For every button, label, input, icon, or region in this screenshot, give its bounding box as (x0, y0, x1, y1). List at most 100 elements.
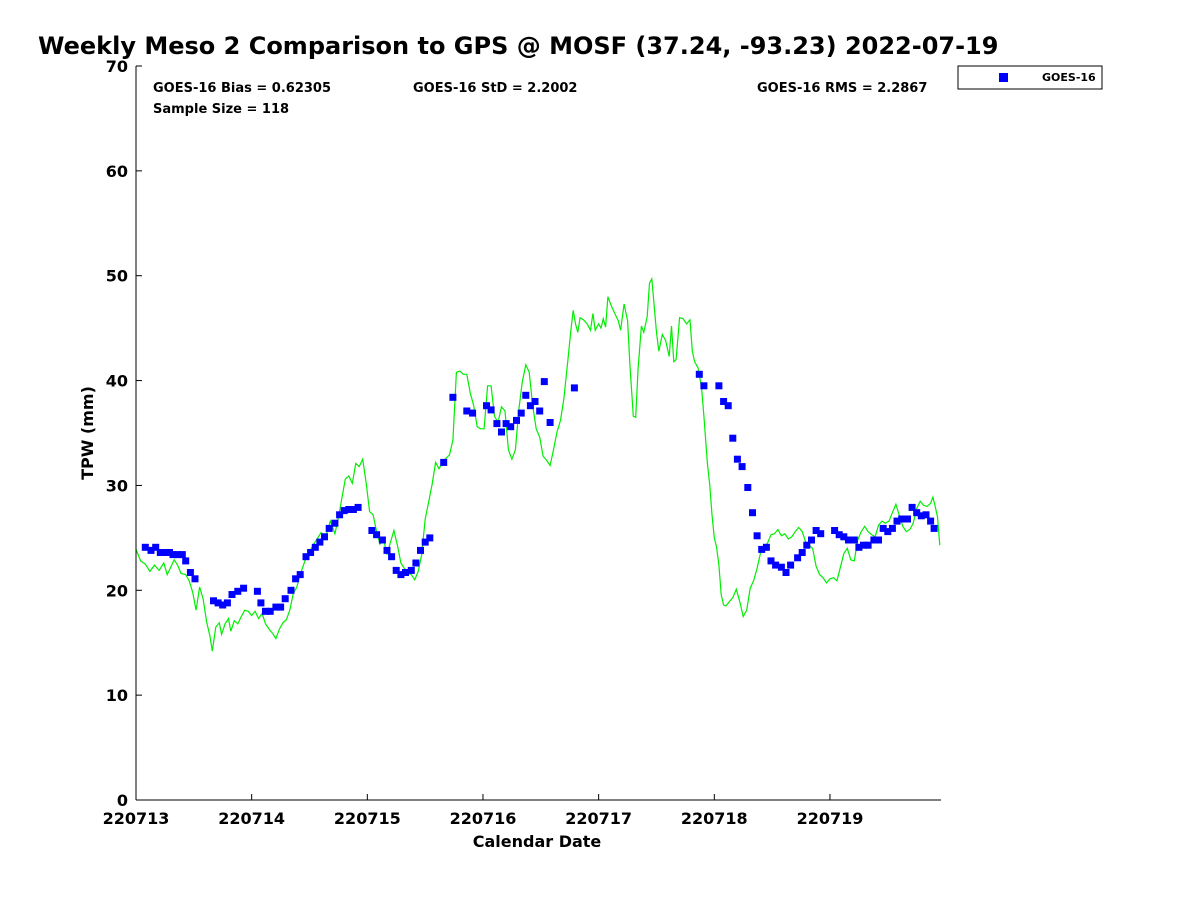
goes-16-point (922, 511, 930, 519)
goes-16-point (498, 428, 505, 436)
goes-16-point (214, 599, 222, 607)
goes-16-point (240, 584, 248, 592)
goes-16-point (141, 543, 149, 551)
goes-16-point (316, 538, 324, 546)
goes-16-point (311, 543, 319, 551)
goes-16-point (898, 515, 906, 523)
goes-16-point (223, 599, 231, 607)
goes-16-point (729, 434, 737, 442)
y-tick-label: 70 (106, 57, 128, 76)
goes-16-point (908, 503, 916, 511)
goes-16-point (720, 398, 728, 405)
goes-16-point (917, 512, 925, 520)
stat-sample-size: Sample Size = 118 (153, 102, 289, 117)
goes-16-point (540, 378, 548, 386)
goes-16-point (803, 541, 811, 549)
goes-16-point (531, 398, 539, 405)
goes-16-point (845, 536, 852, 544)
y-tick-label: 60 (106, 162, 128, 181)
goes-16-point (733, 455, 741, 463)
goes-16-point (772, 561, 780, 569)
goes-16-point (879, 524, 887, 532)
goes-16-point (483, 402, 490, 410)
x-axis-ticks: 220713 220714 220715 220716 220717 220718 2207… (103, 794, 863, 828)
goes-16-point (927, 517, 935, 525)
goes-16-point (378, 536, 386, 544)
goes-16-point (156, 549, 164, 556)
goes-16-point (469, 409, 477, 417)
goes-16-point (855, 543, 863, 551)
goes-16-point (349, 506, 357, 513)
x-tick-label: 220717 (565, 809, 632, 828)
goes-16-point (266, 607, 274, 615)
goes-16-point (493, 420, 501, 428)
goes-16-point (840, 533, 848, 541)
goes-16-point (738, 463, 746, 471)
goes-16-point (257, 599, 265, 607)
stat-rms: GOES-16 RMS = 2.2867 (757, 81, 927, 96)
goes-16-point (695, 370, 703, 378)
goes-16-point (191, 575, 199, 583)
x-tick-label: 220715 (334, 809, 401, 828)
gps-line (135, 276, 941, 652)
goes-16-point (798, 549, 806, 556)
goes-16-point (546, 419, 554, 426)
goes-16-point (700, 382, 708, 390)
goes-16-point (782, 569, 790, 576)
goes-16-point (392, 566, 400, 574)
goes-16-point (272, 603, 280, 611)
goes-16-point (210, 597, 217, 605)
goes-16-point (174, 551, 182, 559)
goes-16-point (440, 458, 448, 466)
goes-16-point (522, 391, 530, 399)
goes-16-point (292, 575, 300, 583)
goes-16-point (302, 553, 310, 561)
y-tick-label: 40 (106, 372, 128, 391)
goes-16-point (182, 557, 190, 565)
goes-16-point (749, 509, 756, 517)
goes-16-point (397, 571, 405, 579)
legend: GOES-16 (957, 65, 1103, 90)
goes-16-point (777, 563, 785, 571)
x-tick-label: 220716 (450, 809, 517, 828)
goes-16-point (526, 402, 534, 410)
goes-16-point (715, 382, 723, 390)
goes-16-series (141, 370, 938, 615)
legend-label-goes-16: GOES-16 (1042, 71, 1096, 84)
goes-16-point (331, 519, 339, 527)
goes-16-point (228, 591, 236, 598)
x-tick-label: 220718 (681, 809, 748, 828)
goes-16-point (169, 551, 177, 559)
goes-16-point (287, 586, 295, 594)
goes-16-point (893, 517, 901, 525)
goes-16-point (412, 559, 420, 567)
goes-16-point (373, 531, 381, 539)
goes-16-point (152, 543, 160, 551)
goes-16-point (388, 553, 396, 561)
chart-title: Weekly Meso 2 Comparison to GPS @ MOSF (… (38, 32, 998, 60)
goes-16-point (831, 527, 839, 534)
goes-16-point (817, 530, 825, 538)
goes-16-point (744, 484, 752, 491)
y-tick-label: 10 (106, 686, 128, 705)
goes-16-point (383, 546, 391, 554)
goes-16-point (354, 503, 362, 511)
goes-16-point (417, 546, 424, 554)
goes-16-point (336, 511, 344, 519)
goes-16-point (913, 509, 921, 517)
goes-16-point (161, 549, 169, 556)
goes-16-point (402, 569, 409, 576)
goes-16-point (277, 603, 285, 611)
goes-16-point (219, 601, 227, 609)
goes-16-point (884, 528, 892, 536)
goes-16-point (449, 393, 457, 401)
goes-16-point (904, 515, 911, 523)
goes-16-point (513, 416, 520, 424)
goes-16-point (570, 384, 578, 392)
goes-16-point (253, 587, 261, 595)
legend-marker-goes-16 (999, 73, 1008, 82)
goes-16-point (835, 531, 843, 539)
goes-16-point (812, 527, 820, 534)
y-tick-label: 50 (106, 267, 128, 286)
goes-16-point (147, 546, 155, 554)
